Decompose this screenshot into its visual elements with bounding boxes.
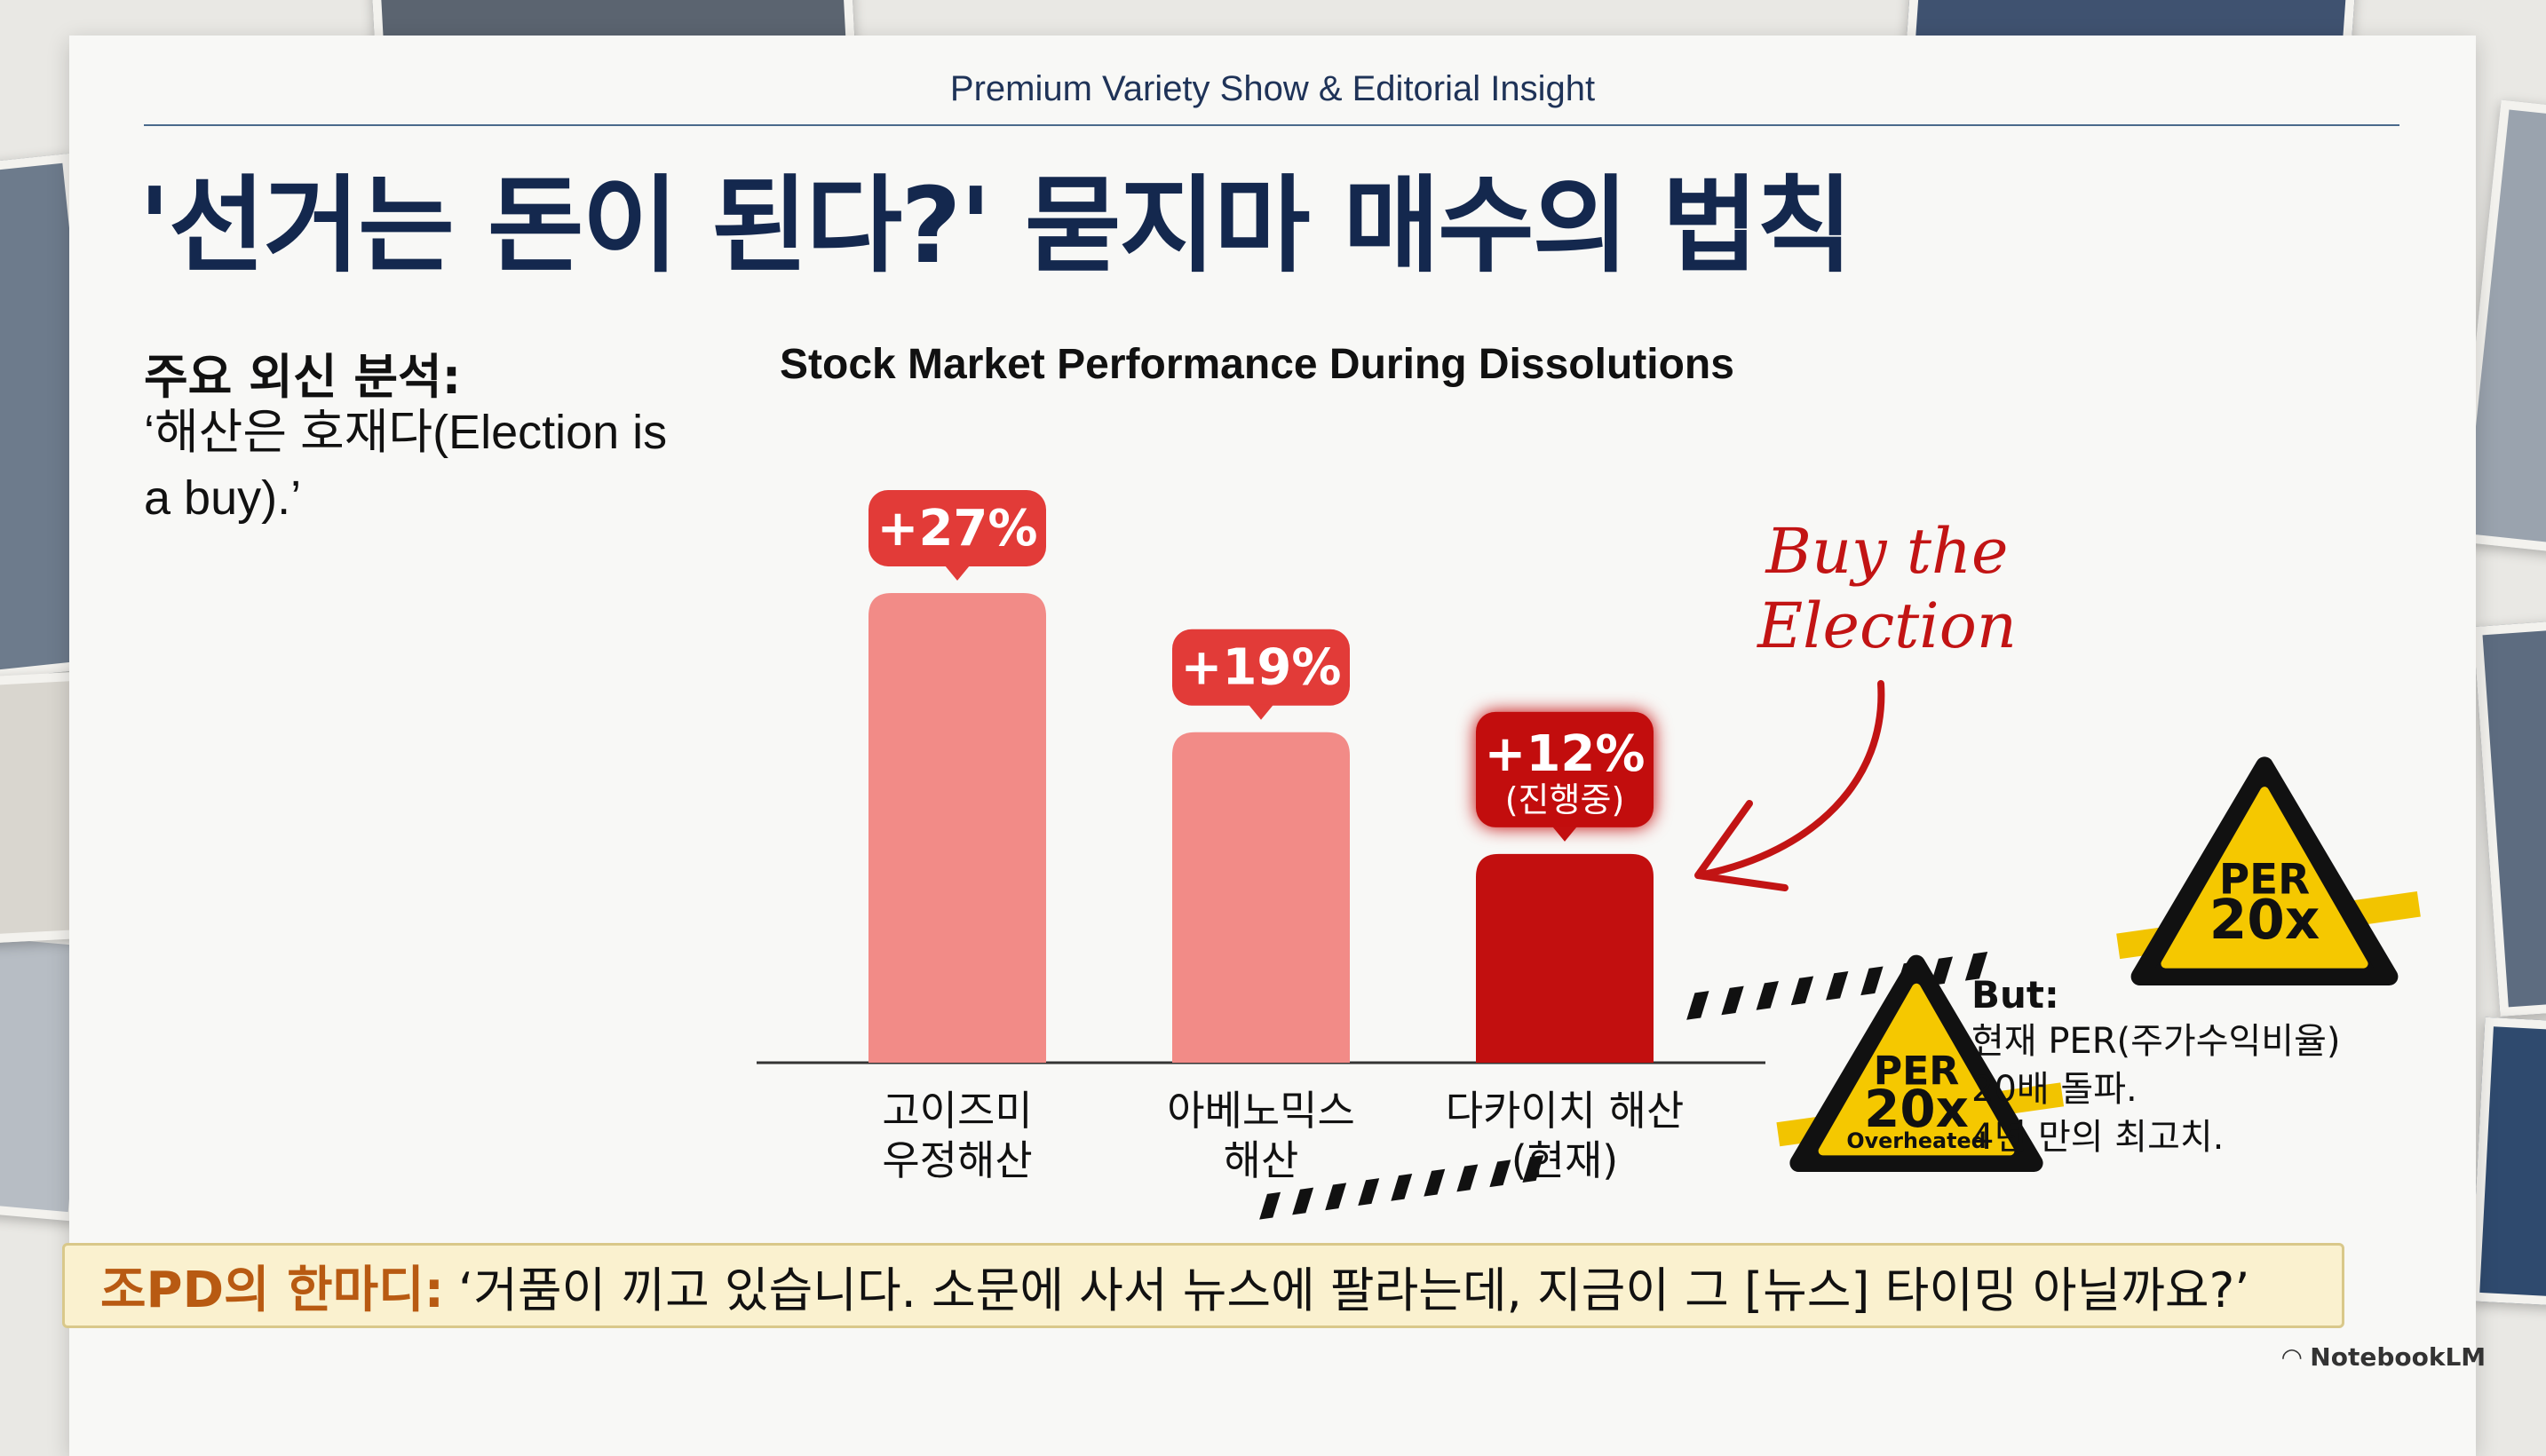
data-label: +19% (1181, 639, 1342, 697)
slide-card: Premium Variety Show & Editorial Insight… (69, 36, 2476, 1456)
hazard-stripe (1790, 976, 1814, 1006)
bar-chart: Stock Market Performance During Dissolut… (757, 341, 2421, 1220)
warning-sign-big-line2: 20x (2209, 889, 2320, 952)
brand-logo: ◠ NotebookLM (2282, 1342, 2487, 1372)
hazard-stripe (1358, 1178, 1380, 1206)
hazard-stripe (1292, 1187, 1314, 1215)
hazard-stripe (1456, 1164, 1479, 1192)
data-label-bubble (868, 489, 1046, 566)
hazard-stripe (1721, 985, 1744, 1016)
kicker: Premium Variety Show & Editorial Insight (949, 69, 1596, 108)
warning-sign-small-line2: 20x (1864, 1079, 1969, 1139)
hazard-stripe (1489, 1159, 1511, 1188)
category-label: 해산 (1224, 1136, 1299, 1184)
category-label: 아베노믹스 (1167, 1087, 1355, 1135)
annotation-text: Election (1756, 590, 2017, 662)
note-line: 20배 돌파. (1971, 1069, 2138, 1110)
data-label-pointer (945, 565, 970, 581)
bar (868, 592, 1046, 1063)
annotation-text: Buy the (1765, 515, 2009, 588)
hazard-stripe (1826, 971, 1849, 1001)
banner-text: ‘거품이 끼고 있습니다. 소문에 사서 뉴스에 팔라는데, 지금이 그 [뉴스… (458, 1262, 2250, 1318)
note-title: But: (1971, 973, 2059, 1017)
data-label-bubble (1476, 711, 1654, 827)
note-line: 4년 만의 최고치. (1971, 1117, 2225, 1158)
warning-sign-small-line3: Overheated (1846, 1128, 1986, 1153)
annotation-arrowhead (1694, 800, 1789, 891)
banner-label: 조PD의 한마디: (100, 1261, 445, 1319)
hazard-stripe (1424, 1168, 1446, 1197)
bar (1476, 853, 1654, 1063)
data-label-bubble (1172, 629, 1350, 706)
category-label: 고이즈미 (882, 1087, 1032, 1135)
warning-sign-big-line1: PER (2219, 856, 2310, 904)
bar (1172, 732, 1350, 1063)
note-line: 현재 PER(주가수익비율) (1971, 1021, 2341, 1062)
data-label-pointer (1552, 826, 1577, 842)
hazard-stripe (1860, 966, 1884, 996)
hazard-stripe (1964, 951, 1988, 981)
brand-text: NotebookLM (2310, 1342, 2487, 1372)
sidebar-quote: ‘해산은 호재다(Election is a buy).’ (144, 406, 668, 525)
warning-sign-fill (2161, 787, 2368, 969)
hazard-stripe (1522, 1155, 1544, 1183)
hazard-stripe (1391, 1173, 1413, 1201)
page-title: '선거는 돈이 된다?' 묻지마 매수의 법칙 (139, 164, 1853, 287)
hazard-stripe (1259, 1191, 1281, 1220)
warning-sign-small-line1: PER (1874, 1049, 1960, 1095)
sidebar-heading: 주요 외신 분석: (144, 349, 462, 405)
category-label: 다카이치 해산 (1446, 1087, 1685, 1135)
data-label-sub: (진행중) (1505, 780, 1625, 819)
hazard-stripe (1325, 1183, 1347, 1211)
annotation-arrow (1700, 680, 1885, 878)
category-label: 우정해산 (882, 1136, 1032, 1184)
hazard-stripe (1756, 981, 1779, 1010)
data-label-pointer (1249, 704, 1273, 720)
warning-sign-fill (1818, 983, 2015, 1156)
data-label: +27% (877, 500, 1038, 558)
hazard-stripe (1686, 991, 1709, 1020)
note-text: 현재 PER(주가수익비율) 20배 돌파. 4년 만의 최고치. (1971, 1017, 2389, 1161)
data-label: +12% (1485, 725, 1646, 783)
quote-banner: 조PD의 한마디: ‘거품이 끼고 있습니다. 소문에 사서 뉴스에 팔라는데,… (62, 1243, 2344, 1328)
header-rule (144, 124, 2399, 126)
chart-title: Stock Market Performance During Dissolut… (780, 341, 1734, 388)
hazard-stripe (1930, 956, 1954, 986)
